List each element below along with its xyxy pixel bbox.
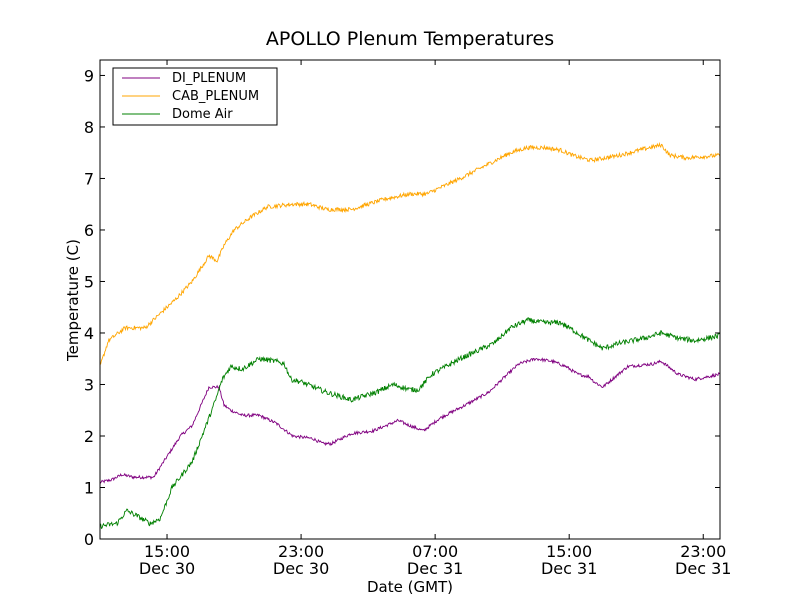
y-tick-label: 7 [84,169,94,188]
series-lines [100,141,720,530]
y-tick-label: 1 [84,478,94,497]
legend: DI_PLENUM CAB_PLENUM Dome Air [112,67,278,126]
legend-label: Dome Air [172,107,233,122]
y-tick-label: 4 [84,324,94,343]
series-line-cab-plenum [100,141,720,365]
x-tick-time-label: 15:00 [546,542,592,561]
x-tick-date-label: Dec 30 [139,559,195,578]
x-tick-time-label: 23:00 [680,542,726,561]
x-tick-time-label: 15:00 [144,542,190,561]
y-tick-label: 9 [84,66,94,85]
legend-label: DI_PLENUM [172,71,246,86]
y-axis: 0 1 2 3 4 5 6 7 8 9 [84,66,720,549]
legend-label: CAB_PLENUM [172,89,259,104]
plot-frame [99,59,721,540]
y-tick-label: 0 [84,530,94,549]
x-tick-date-label: Dec 30 [273,559,329,578]
y-tick-label: 2 [84,427,94,446]
y-tick-label: 3 [84,375,94,394]
y-axis-label: Temperature (C) [64,239,82,362]
y-tick-label: 6 [84,221,94,240]
x-tick-date-label: Dec 31 [407,559,463,578]
y-tick-label: 5 [84,272,94,291]
x-tick-time-label: 23:00 [278,542,324,561]
y-tick-label: 8 [84,118,94,137]
series-line-dome-air [100,317,720,530]
x-axis-label: Date (GMT) [367,578,453,596]
x-tick-date-label: Dec 31 [675,559,731,578]
x-tick-time-label: 07:00 [412,542,458,561]
x-tick-date-label: Dec 31 [541,559,597,578]
chart-title: APOLLO Plenum Temperatures [266,28,554,50]
series-line-di-plenum [100,357,720,484]
